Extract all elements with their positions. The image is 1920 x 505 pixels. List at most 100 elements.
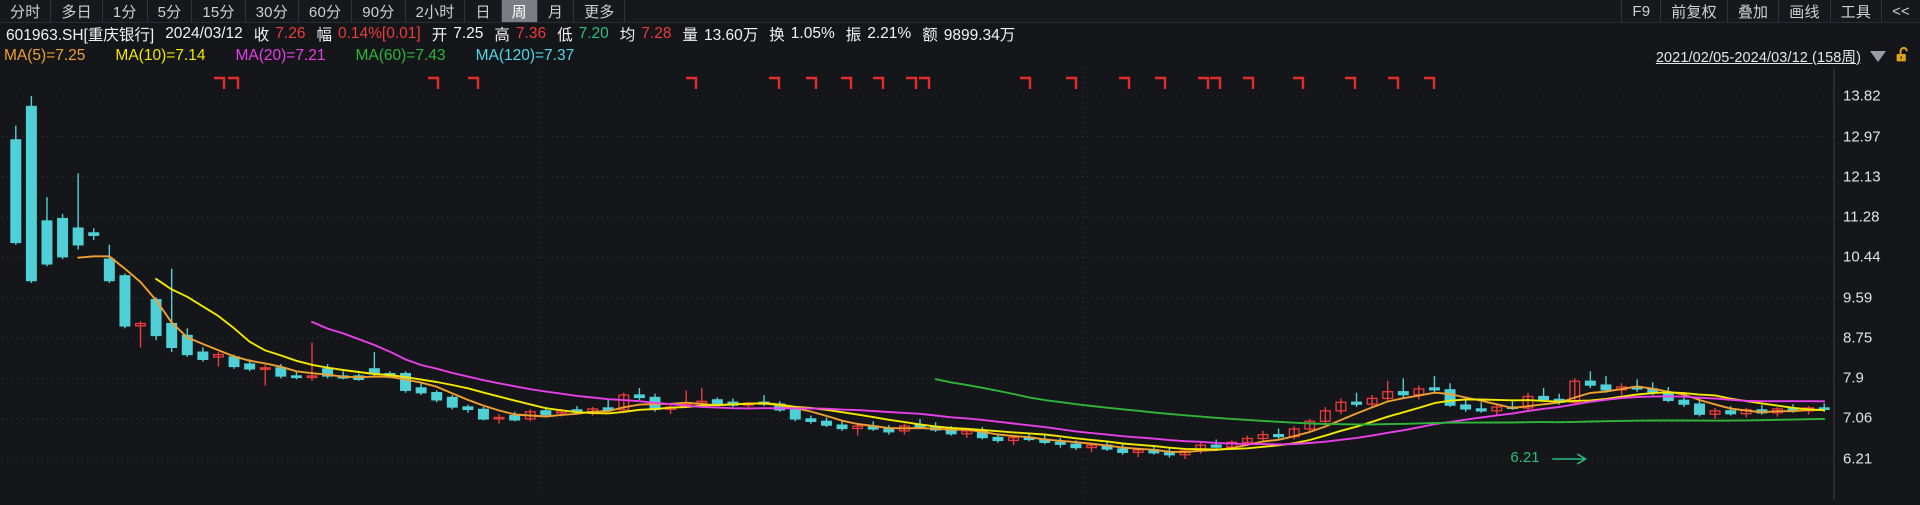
news-marker-icon <box>769 76 781 89</box>
candle <box>1475 402 1487 413</box>
price-tick-6: 8.75 <box>1843 329 1873 347</box>
news-marker-icon <box>1293 76 1305 89</box>
news-marker-icon <box>428 76 440 89</box>
candle <box>1335 398 1347 415</box>
ma-legend-item-4: MA(120)=7.37 <box>475 47 575 64</box>
candle <box>181 328 193 357</box>
period-tab-5[interactable]: 30分 <box>246 0 299 22</box>
ma-line-5 <box>77 255 1826 454</box>
news-marker-icon <box>806 76 818 89</box>
tool-button-0[interactable]: F9 <box>1621 0 1660 22</box>
tool-button-4[interactable]: 工具 <box>1829 0 1881 22</box>
candle <box>1662 386 1674 403</box>
news-marker-icon <box>1119 76 1131 89</box>
chart-svg <box>2 67 1835 500</box>
volume-value: 13.60万 <box>703 27 759 44</box>
ma-line-20 <box>311 320 1826 446</box>
candle <box>119 273 131 329</box>
news-marker-icon <box>468 76 480 89</box>
news-marker-icon <box>1424 76 1436 89</box>
tool-button-5[interactable]: << <box>1881 0 1920 22</box>
candle <box>400 371 412 393</box>
candle <box>1538 387 1550 402</box>
news-marker-icon <box>686 76 698 89</box>
ma-line-60 <box>934 378 1826 426</box>
news-marker-icon <box>214 76 226 89</box>
period-toolbar: 分时 多日 1分 5分 15分 30分 60分 90分 2小时日周月更多 F9 前复权 叠加 画线 工具… <box>0 0 1920 23</box>
candle <box>1366 395 1378 408</box>
price-tick-3: 11.28 <box>1843 208 1880 226</box>
candle <box>1117 444 1129 455</box>
ma-legend-item-3: MA(60)=7.43 <box>355 47 446 64</box>
period-tab-10[interactable]: 周 <box>501 0 538 22</box>
news-marker-icon <box>841 76 853 89</box>
date-range-selector[interactable]: 2021/02/05-2024/03/12 (158周) <box>1656 45 1886 67</box>
chevron-down-icon[interactable] <box>1870 50 1886 62</box>
turnover-value: 1.05% <box>790 25 835 42</box>
candle <box>1584 371 1596 388</box>
ma-line-10 <box>155 277 1826 451</box>
period-tab-7[interactable]: 90分 <box>352 0 406 22</box>
period-tab-3[interactable]: 5分 <box>148 0 193 22</box>
period-tab-1[interactable]: 多日 <box>51 0 103 22</box>
volume-label: 量 <box>682 27 698 44</box>
candle <box>602 399 614 412</box>
candle <box>462 404 474 413</box>
date-range-text[interactable]: 2021/02/05-2024/03/12 (158周) <box>1655 49 1861 66</box>
period-tab-6[interactable]: 60分 <box>299 0 353 22</box>
candle <box>1304 418 1316 432</box>
news-marker-icon <box>919 76 931 89</box>
candle <box>88 228 100 241</box>
candle <box>1491 404 1503 416</box>
candlestick-chart[interactable]: 13.82 12.97 12.13 11.28 10.44 9.59 8.75 7.9 7.06… <box>0 67 1920 500</box>
candle <box>883 425 895 435</box>
candle <box>1397 378 1409 398</box>
amount-label: 额 <box>922 27 938 44</box>
ma-legend-item-2: MA(20)=7.21 <box>235 47 326 64</box>
candle <box>1428 376 1440 393</box>
tool-button-1[interactable]: 前复权 <box>1660 0 1727 22</box>
ticker-symbol-name[interactable]: 601963.SH[重庆银行] <box>6 27 155 44</box>
low-price-arrow-icon <box>1552 453 1587 465</box>
period-tab-2[interactable]: 1分 <box>103 0 148 22</box>
candle <box>1179 448 1191 459</box>
price-tick-4: 10.44 <box>1843 248 1881 266</box>
candle <box>1382 380 1394 402</box>
lock-open-icon[interactable] <box>1894 46 1912 64</box>
price-tick-2: 12.13 <box>1843 168 1881 186</box>
turnover-label: 换 <box>769 27 785 44</box>
period-tab-4[interactable]: 15分 <box>192 0 246 22</box>
candle <box>1257 430 1269 442</box>
candle <box>72 173 84 250</box>
period-tab-0[interactable]: 分时 <box>0 0 52 22</box>
tool-button-3[interactable]: 画线 <box>1778 0 1829 22</box>
candle <box>1163 448 1175 458</box>
period-tab-12[interactable]: 更多 <box>574 0 626 22</box>
candle <box>446 395 458 410</box>
period-tab-9[interactable]: 日 <box>465 0 502 22</box>
price-tick-7: 7.9 <box>1843 369 1864 387</box>
low-price-text: 6.21 <box>1510 449 1540 466</box>
candle <box>1413 385 1425 400</box>
period-tab-11[interactable]: 月 <box>538 0 575 22</box>
candle <box>1460 399 1472 412</box>
close-label: 收 <box>253 27 270 44</box>
amplitude-value: 2.21% <box>867 25 912 42</box>
price-tick-9: 6.21 <box>1843 450 1873 468</box>
open-label: 开 <box>431 27 448 44</box>
news-marker-icon <box>1345 76 1357 89</box>
candle <box>789 407 801 422</box>
price-tick-0: 13.82 <box>1843 87 1881 105</box>
open-value: 7.25 <box>453 25 484 42</box>
candle <box>1522 392 1534 411</box>
change-label: 幅 <box>316 27 332 44</box>
period-tabs: 分时 多日 1分 5分 15分 30分 60分 90分 2小时日周月更多 <box>0 0 626 22</box>
candle <box>197 347 209 362</box>
period-tab-8[interactable]: 2小时 <box>406 0 466 22</box>
candle <box>478 407 489 421</box>
news-marker-icon <box>1066 76 1078 89</box>
candle <box>820 417 832 428</box>
ma-legend-item-1: MA(10)=7.14 <box>115 47 206 64</box>
tool-button-2[interactable]: 叠加 <box>1726 0 1778 22</box>
